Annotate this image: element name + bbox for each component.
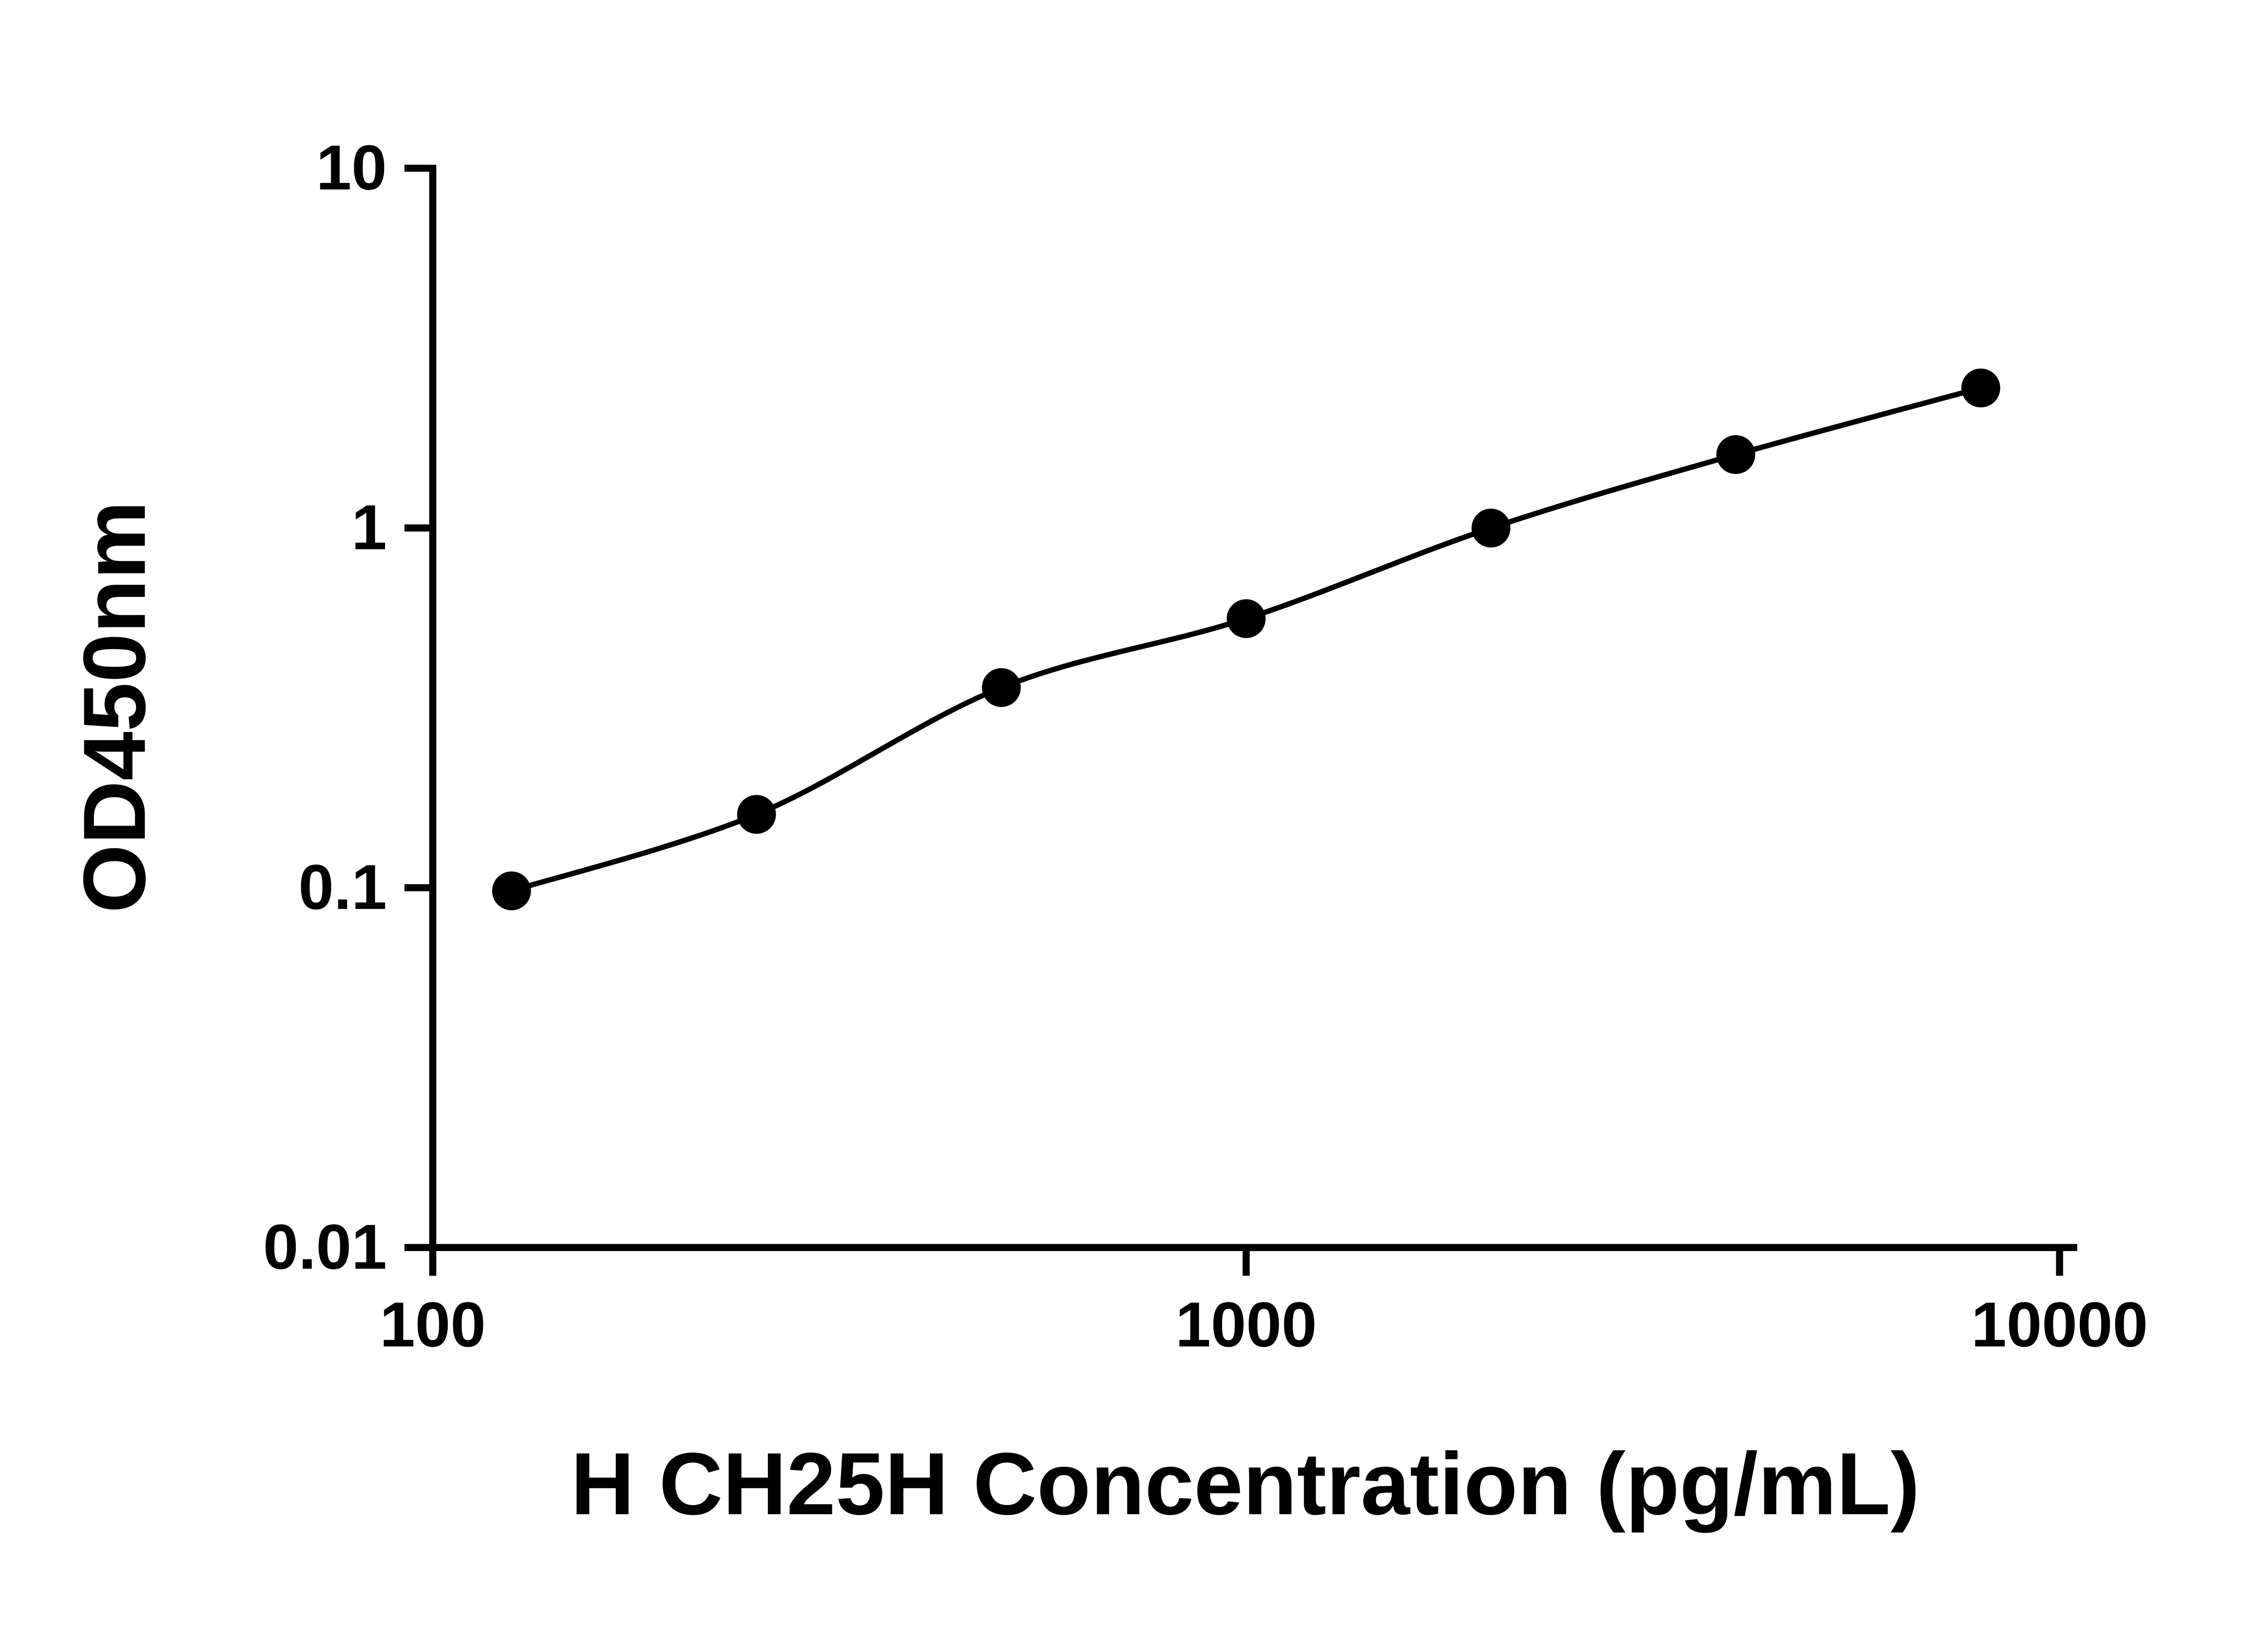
y-axis-title: OD450nm: [65, 501, 164, 913]
fit-curve: [510, 385, 1982, 894]
x-tick-label: 100: [380, 1289, 486, 1360]
data-point: [737, 795, 776, 834]
y-tick-label: 10: [316, 132, 387, 203]
x-tick-label: 10000: [1971, 1289, 2148, 1360]
data-point: [1471, 508, 1510, 548]
y-tick-label: 1: [352, 492, 387, 563]
plot-area: 100 1000 10000 0.01 0.1 1 10: [263, 132, 2148, 1360]
data-point: [982, 668, 1021, 707]
data-point: [492, 871, 531, 910]
x-axis-title: H CH25H Concentration (pg/mL): [571, 1435, 1920, 1533]
y-tick-label: 0.1: [298, 851, 387, 923]
y-tick-label: 0.01: [263, 1211, 387, 1282]
data-point: [1227, 599, 1266, 638]
data-point: [1961, 368, 2000, 408]
data-point: [1716, 435, 1755, 474]
x-tick-label: 1000: [1175, 1289, 1317, 1360]
